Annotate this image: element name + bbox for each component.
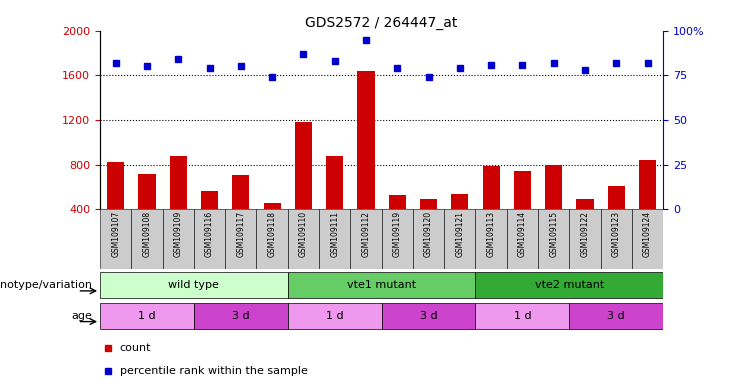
Bar [225, 209, 256, 269]
Text: genotype/variation: genotype/variation [0, 280, 93, 290]
Text: count: count [120, 343, 151, 353]
Bar [482, 166, 499, 209]
Text: GSM109115: GSM109115 [549, 211, 558, 257]
Text: vte2 mutant: vte2 mutant [535, 280, 604, 290]
Bar [569, 303, 663, 329]
Bar [476, 272, 663, 298]
Bar [632, 209, 663, 269]
Text: 1 d: 1 d [326, 311, 344, 321]
Bar [357, 71, 375, 209]
Bar [444, 209, 476, 269]
Bar [601, 209, 632, 269]
Bar [476, 209, 507, 269]
Bar [319, 209, 350, 269]
Text: age: age [72, 311, 93, 321]
Bar [389, 195, 406, 209]
Text: GSM109117: GSM109117 [236, 211, 245, 257]
Bar [350, 209, 382, 269]
Bar [507, 209, 538, 269]
Bar [608, 186, 625, 209]
Bar [201, 192, 218, 209]
Text: 3 d: 3 d [608, 311, 625, 321]
Bar [264, 203, 281, 209]
Text: GSM109116: GSM109116 [205, 211, 214, 257]
Bar [170, 156, 187, 209]
Bar [326, 156, 343, 209]
Text: vte1 mutant: vte1 mutant [347, 280, 416, 290]
Text: percentile rank within the sample: percentile rank within the sample [120, 366, 308, 376]
Text: GSM109124: GSM109124 [643, 211, 652, 257]
Bar [162, 209, 194, 269]
Text: 1 d: 1 d [138, 311, 156, 321]
Bar [514, 171, 531, 209]
Text: GSM109118: GSM109118 [268, 211, 276, 257]
Bar [194, 303, 288, 329]
Bar [107, 162, 124, 209]
Text: GSM109112: GSM109112 [362, 211, 370, 257]
Text: GSM109109: GSM109109 [173, 211, 183, 257]
Bar [476, 303, 569, 329]
Text: GSM109110: GSM109110 [299, 211, 308, 257]
Bar [382, 303, 476, 329]
Text: GSM109123: GSM109123 [612, 211, 621, 257]
Bar [451, 194, 468, 209]
Bar [100, 272, 288, 298]
Text: GSM109113: GSM109113 [487, 211, 496, 257]
Text: 1 d: 1 d [514, 311, 531, 321]
Bar [100, 303, 194, 329]
Text: GSM109121: GSM109121 [455, 211, 465, 257]
Bar [569, 209, 601, 269]
Bar [295, 122, 312, 209]
Bar [639, 160, 657, 209]
Bar [256, 209, 288, 269]
Bar [100, 209, 131, 269]
Text: 3 d: 3 d [419, 311, 437, 321]
Text: 3 d: 3 d [232, 311, 250, 321]
Title: GDS2572 / 264447_at: GDS2572 / 264447_at [305, 16, 458, 30]
Text: GSM109119: GSM109119 [393, 211, 402, 257]
Bar [288, 209, 319, 269]
Text: GSM109114: GSM109114 [518, 211, 527, 257]
Bar [139, 174, 156, 209]
Text: GSM109108: GSM109108 [142, 211, 151, 257]
Bar [420, 199, 437, 209]
Text: GSM109122: GSM109122 [580, 211, 590, 257]
Text: GSM109111: GSM109111 [330, 211, 339, 257]
Bar [288, 272, 476, 298]
Text: GSM109107: GSM109107 [111, 211, 120, 257]
Bar [538, 209, 569, 269]
Bar [413, 209, 444, 269]
Text: GSM109120: GSM109120 [424, 211, 433, 257]
Bar [382, 209, 413, 269]
Bar [194, 209, 225, 269]
Bar [288, 303, 382, 329]
Text: wild type: wild type [168, 280, 219, 290]
Bar [232, 175, 250, 209]
Bar [131, 209, 162, 269]
Bar [576, 199, 594, 209]
Bar [545, 165, 562, 209]
